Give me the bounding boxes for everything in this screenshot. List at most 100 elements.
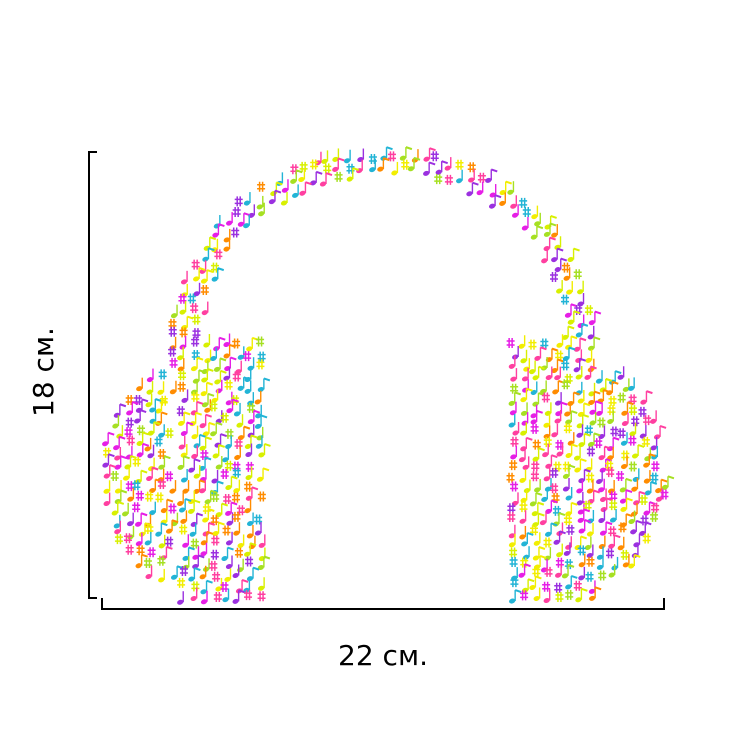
music-note (205, 413, 212, 418)
music-note (219, 357, 227, 362)
music-note (506, 472, 515, 483)
music-note (263, 555, 271, 560)
music-note (258, 542, 265, 548)
music-note (576, 500, 583, 506)
music-note (157, 478, 166, 489)
music-note (321, 158, 328, 164)
music-note (587, 441, 595, 447)
music-note (553, 461, 562, 472)
music-note (538, 365, 545, 370)
music-note (210, 489, 217, 494)
music-note (598, 455, 605, 461)
music-note (169, 389, 177, 395)
music-note (223, 246, 230, 252)
music-note (594, 438, 603, 449)
music-note (245, 474, 252, 480)
music-note (543, 598, 550, 604)
music-note (429, 147, 436, 152)
music-note (206, 530, 214, 535)
music-note (194, 567, 201, 572)
music-note (573, 247, 580, 252)
music-note (211, 492, 220, 503)
music-note (161, 522, 168, 527)
music-note (618, 522, 627, 533)
music-note (542, 581, 551, 592)
music-note (643, 462, 650, 468)
music-note (369, 167, 376, 173)
music-note (245, 495, 253, 501)
music-note (334, 171, 343, 182)
music-note (299, 161, 308, 172)
music-note (561, 294, 570, 305)
music-note (586, 446, 595, 457)
music-note (125, 417, 134, 428)
music-note (596, 478, 603, 484)
music-note (149, 510, 156, 516)
music-note (628, 405, 637, 416)
music-note (413, 156, 421, 161)
music-note (586, 472, 595, 483)
music-note (651, 461, 660, 472)
music-note (625, 477, 633, 482)
music-note (573, 580, 582, 591)
music-note (224, 576, 231, 582)
music-note (238, 589, 245, 594)
music-note (258, 585, 265, 591)
music-note (114, 455, 121, 461)
music-note (231, 227, 240, 238)
music-note (191, 391, 200, 402)
music-note (606, 467, 615, 478)
music-note (580, 458, 587, 462)
music-note (608, 526, 617, 537)
music-note (444, 174, 453, 185)
music-note (598, 487, 605, 493)
music-note (197, 554, 205, 559)
music-note (534, 487, 541, 493)
music-note (505, 180, 513, 185)
music-note (234, 196, 243, 207)
music-note (223, 494, 232, 505)
music-note (191, 336, 200, 347)
music-note (485, 177, 492, 183)
music-note (211, 397, 218, 403)
music-note (536, 409, 543, 414)
music-note (550, 467, 559, 478)
music-note (585, 357, 592, 363)
music-note (541, 258, 548, 264)
music-note (566, 289, 573, 295)
music-note (507, 189, 514, 195)
music-note (250, 434, 258, 439)
music-note (588, 400, 595, 406)
music-note (562, 355, 570, 362)
music-note (243, 376, 251, 381)
music-note (114, 464, 121, 470)
music-note (584, 544, 591, 550)
music-note (256, 476, 264, 482)
music-note (567, 563, 575, 568)
music-note (526, 387, 533, 392)
music-note (612, 436, 620, 441)
music-note (343, 158, 351, 164)
music-note (204, 407, 211, 413)
music-note (196, 356, 204, 361)
music-note (234, 454, 241, 460)
music-note (352, 167, 360, 172)
music-note (605, 521, 613, 526)
music-note (588, 588, 596, 594)
music-note (589, 595, 596, 601)
music-note (310, 180, 317, 186)
music-note (233, 488, 240, 494)
music-note (146, 475, 153, 481)
music-note (628, 435, 637, 446)
music-note (633, 554, 641, 558)
music-note (232, 371, 241, 382)
music-note (206, 269, 214, 274)
music-note (170, 574, 178, 580)
music-note (584, 305, 593, 316)
music-note (153, 421, 161, 426)
music-note (201, 310, 208, 316)
music-note (633, 500, 640, 506)
music-note (223, 375, 230, 381)
music-note (520, 590, 529, 601)
music-note (567, 325, 575, 330)
